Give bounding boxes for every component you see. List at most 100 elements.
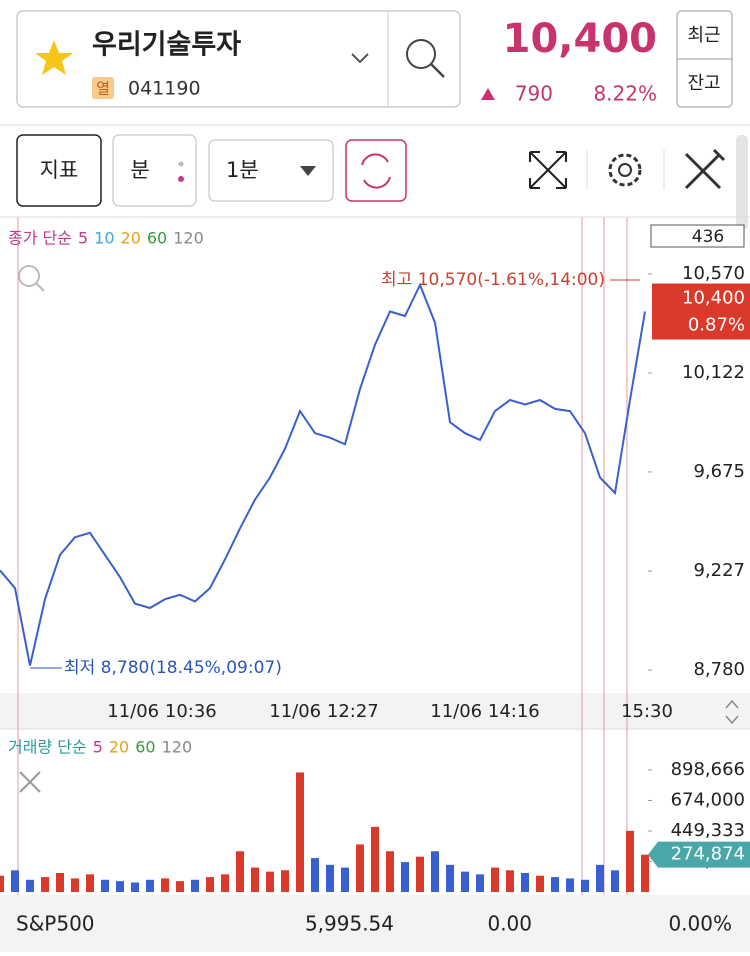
volume-bar xyxy=(626,830,634,892)
volume-bar xyxy=(581,879,589,892)
volume-bar xyxy=(0,875,4,892)
volume-bar xyxy=(551,877,559,892)
volume-bar xyxy=(191,879,199,892)
volume-bar xyxy=(641,854,649,892)
badge-bg xyxy=(92,77,114,99)
volume-bar xyxy=(521,872,529,892)
search-icon[interactable] xyxy=(406,39,436,69)
volume-bar xyxy=(491,867,499,892)
low-note: 최저 8,780(18.45%,09:07) xyxy=(64,658,282,678)
y-tick-label: 8,780 xyxy=(693,659,745,680)
indicator-button[interactable] xyxy=(16,134,102,207)
legend-item: 5 xyxy=(78,229,88,248)
volume-bar xyxy=(371,826,379,892)
current-pct: 0.87% xyxy=(688,315,745,336)
expand-icon[interactable] xyxy=(529,151,567,189)
high-note: 최고 10,570(-1.61%,14:00) xyxy=(381,270,605,290)
time-label: 11/06 12:27 xyxy=(269,701,378,722)
time-label: 11/06 10:36 xyxy=(107,701,216,722)
price-line xyxy=(0,282,646,666)
scrollbar[interactable] xyxy=(736,135,748,230)
y-tick-label: 898,666 xyxy=(671,759,745,780)
volume-bar xyxy=(206,877,214,892)
dot xyxy=(178,161,184,167)
legend-item: 20 xyxy=(121,229,141,248)
legend-item: 5 xyxy=(93,738,103,757)
index-change: 0.00 xyxy=(487,912,532,936)
y-tick-label: 10,570 xyxy=(682,263,745,284)
volume-bar xyxy=(86,874,94,892)
volume-bar xyxy=(11,870,19,892)
volume-bar xyxy=(596,864,604,892)
recent-button[interactable]: 최근 xyxy=(687,25,720,46)
volume-bar xyxy=(41,877,49,892)
volume-bar xyxy=(461,871,469,892)
badge: 열 xyxy=(96,80,110,98)
volume-bar xyxy=(506,870,514,892)
volume-bar xyxy=(476,874,484,892)
up-arrow xyxy=(481,88,495,100)
volume-bar xyxy=(401,862,409,892)
volume-bar xyxy=(611,870,619,892)
legend-item: 20 xyxy=(109,738,129,757)
refresh-icon xyxy=(361,153,391,189)
y-tick-label: 10,122 xyxy=(682,362,745,383)
index-pct: 0.00% xyxy=(668,912,732,936)
volume-bar xyxy=(386,851,394,892)
volume-bar xyxy=(281,870,289,892)
indicator-label: 지표 xyxy=(40,158,79,182)
dot xyxy=(178,176,184,182)
y-tick-label: 449,333 xyxy=(671,820,745,841)
current-price-box xyxy=(652,283,750,340)
time-label: 15:30 xyxy=(621,701,673,722)
volume-bar xyxy=(536,875,544,892)
stock-name: 우리기술투자 xyxy=(92,30,241,61)
volume-bar xyxy=(26,879,34,892)
volume-bar xyxy=(176,881,184,892)
volume-bar xyxy=(446,864,454,892)
volume-bar xyxy=(116,881,124,892)
zoom-handle xyxy=(35,282,45,292)
legend-item: 120 xyxy=(162,738,193,757)
legend-item: 10 xyxy=(94,229,114,248)
volume-bar xyxy=(356,844,364,892)
y-tick-label: 9,227 xyxy=(693,560,745,581)
volume-bar xyxy=(56,872,64,892)
stock-box[interactable] xyxy=(16,10,461,108)
y-tick-label: 674,000 xyxy=(671,789,745,810)
volume-bar xyxy=(251,867,259,892)
time-label: 11/06 14:16 xyxy=(430,701,539,722)
top-box xyxy=(650,224,745,248)
favorite-star[interactable] xyxy=(35,40,73,75)
current-volume: 274,874 xyxy=(671,844,745,865)
zoom-icon[interactable] xyxy=(18,265,40,287)
period-type-button[interactable] xyxy=(112,134,197,207)
settings-icon[interactable] xyxy=(608,153,642,187)
tools-icon[interactable] xyxy=(684,148,726,190)
legend-item: 60 xyxy=(147,229,167,248)
balance-button[interactable]: 잔고 xyxy=(687,73,720,94)
volume-bar xyxy=(566,878,574,892)
period-label: 1분 xyxy=(226,158,259,182)
dropdown-icon[interactable] xyxy=(351,53,369,64)
index-value: 5,995.54 xyxy=(305,912,394,936)
refresh-button[interactable] xyxy=(345,139,407,202)
volume-bar xyxy=(431,851,439,892)
footer-bar xyxy=(0,895,750,952)
y-tick-label: 9,675 xyxy=(693,461,745,482)
legend-item: 120 xyxy=(173,229,204,248)
volume-bar xyxy=(326,864,334,892)
scroll-arrows[interactable] xyxy=(725,699,739,725)
volume-bar xyxy=(236,851,244,892)
current-volume-box xyxy=(648,841,750,868)
change-pct: 8.22% xyxy=(593,82,657,106)
volume-bar xyxy=(341,867,349,892)
volume-bar xyxy=(416,856,424,892)
change: 790 xyxy=(515,82,553,106)
settings-center xyxy=(618,163,632,177)
period-dropdown[interactable] xyxy=(208,139,334,202)
volume-bar xyxy=(296,772,304,892)
legend-item: 종가 단순 xyxy=(8,229,72,248)
close-icon[interactable] xyxy=(19,771,41,793)
